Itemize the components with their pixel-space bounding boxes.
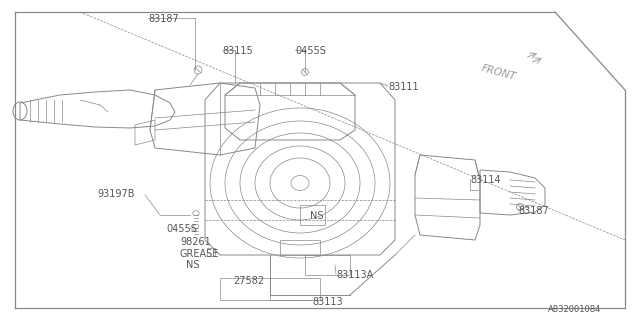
Text: 93197B: 93197B	[97, 189, 134, 199]
Text: 83113A: 83113A	[336, 270, 373, 280]
Text: NS: NS	[186, 260, 200, 270]
Text: GREASE: GREASE	[180, 249, 220, 259]
Text: 83111: 83111	[388, 82, 419, 92]
Text: 83113: 83113	[312, 297, 342, 307]
Text: 27582: 27582	[233, 276, 264, 286]
Text: 83187: 83187	[518, 206, 548, 216]
Text: A832001084: A832001084	[548, 305, 602, 314]
Text: 83187: 83187	[148, 14, 179, 24]
Text: 83114: 83114	[470, 175, 500, 185]
Text: 0455S: 0455S	[295, 46, 326, 56]
Text: FRONT: FRONT	[480, 63, 517, 82]
Text: 83115: 83115	[222, 46, 253, 56]
Text: 0455S: 0455S	[166, 224, 197, 234]
Text: 98261: 98261	[180, 237, 211, 247]
Text: NS: NS	[310, 211, 323, 221]
